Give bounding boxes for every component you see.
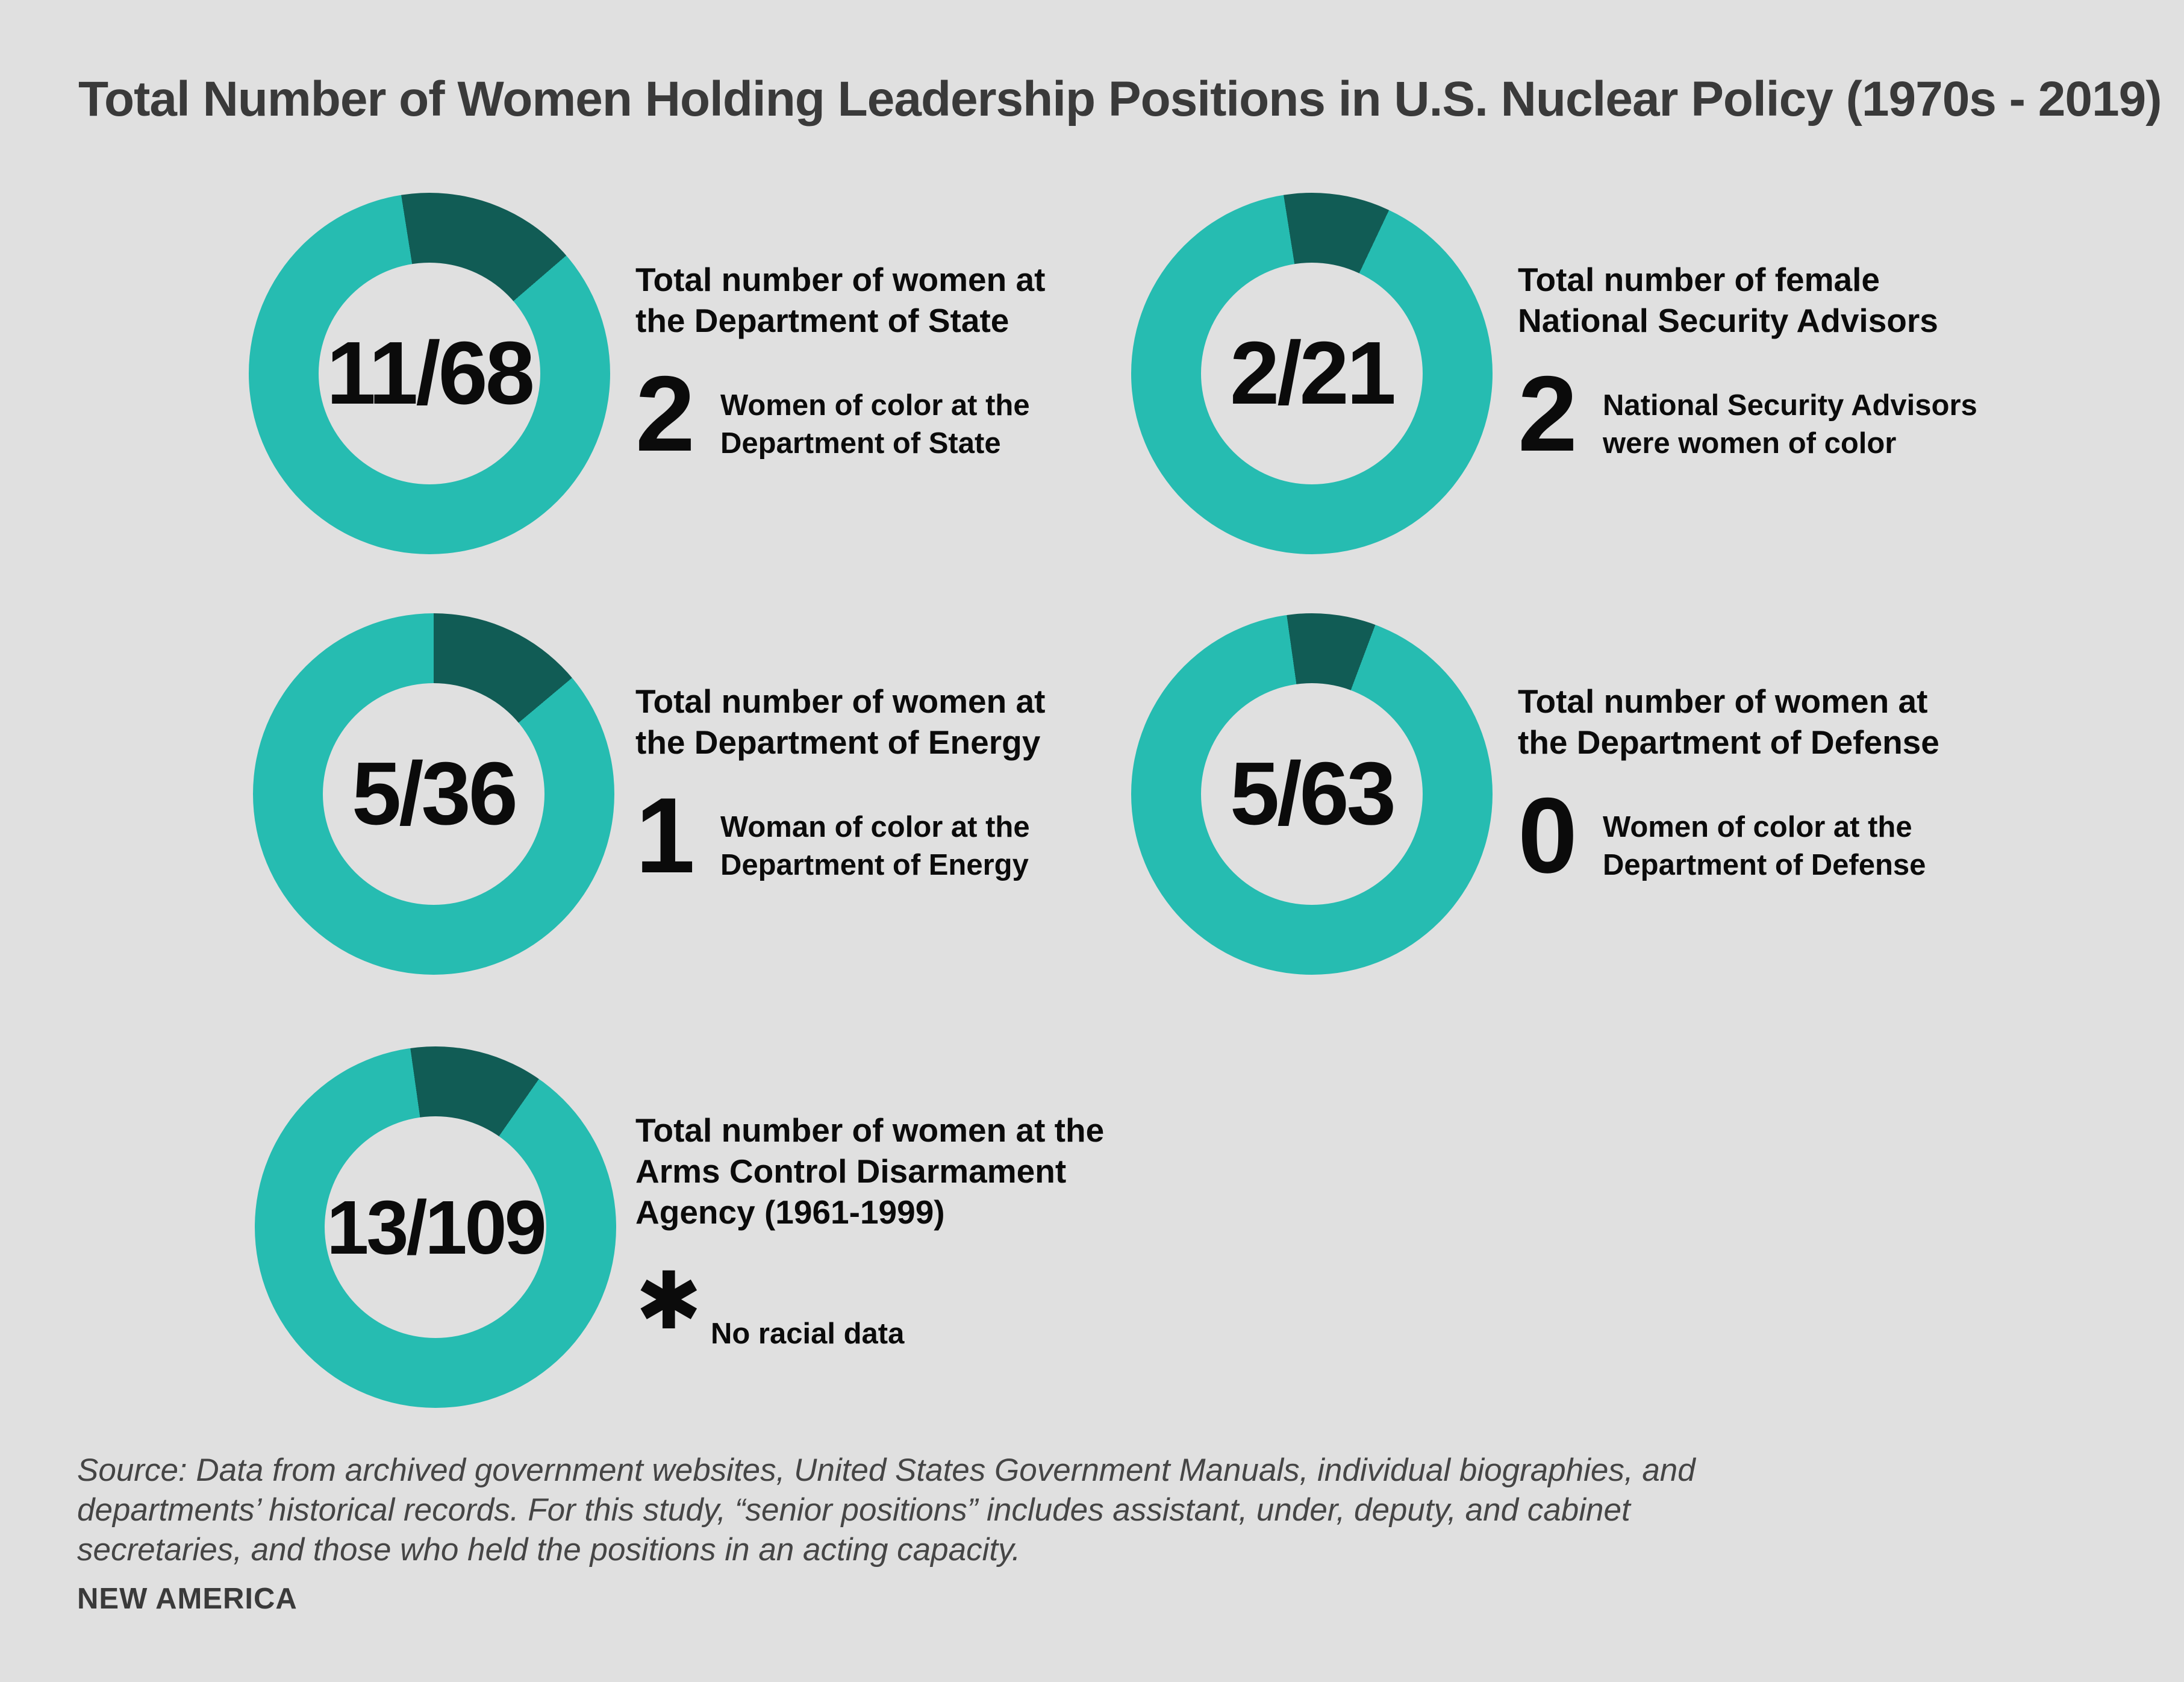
heading-line: Agency (1961-1999) bbox=[635, 1193, 945, 1231]
stat-number: 2 bbox=[1518, 354, 1577, 474]
donut-value-label: 2/21 bbox=[1229, 324, 1396, 423]
donut-hole: 13/109 bbox=[325, 1116, 547, 1338]
heading-line: Total number of female bbox=[1518, 261, 1880, 298]
stat-label: National Security Advisors were women of… bbox=[1603, 387, 1977, 467]
asterisk-icon: ✱ bbox=[635, 1257, 702, 1345]
stat-heading: Total number of women at the Arms Contro… bbox=[635, 1110, 1104, 1233]
stat-label-line: were women of color bbox=[1603, 427, 1897, 460]
stat-heading: Total number of women at the Department … bbox=[635, 259, 1045, 341]
donut-hole: 11/68 bbox=[319, 263, 540, 484]
source-line: departments’ historical records. For thi… bbox=[77, 1492, 1630, 1528]
footnote-row: ✱ No racial data bbox=[635, 1262, 1104, 1418]
stat-label-line: National Security Advisors bbox=[1603, 389, 1977, 422]
donut-chart-department-of-defense: 5/63 bbox=[1131, 613, 1493, 975]
heading-line: Arms Control Disarmament bbox=[635, 1152, 1067, 1190]
stat-number: 2 bbox=[635, 354, 695, 474]
donut-value-label: 13/109 bbox=[326, 1184, 546, 1270]
donut-hole: 5/36 bbox=[323, 683, 544, 905]
stat-label-line: Women of color at the bbox=[720, 389, 1030, 422]
donut-hole: 2/21 bbox=[1201, 263, 1423, 484]
heading-line: Total number of women at bbox=[1518, 683, 1928, 720]
donut-chart-department-of-state: 11/68 bbox=[249, 193, 610, 554]
stat-block-arms-control-disarmament-agency: Total number of women at the Arms Contro… bbox=[635, 1110, 1104, 1418]
stat-block-department-of-defense: Total number of women at the Department … bbox=[1518, 681, 1939, 889]
donut-value-label: 11/68 bbox=[326, 324, 535, 423]
stat-row: 2 National Security Advisors were women … bbox=[1518, 354, 1977, 474]
stat-label: Women of color at the Department of Defe… bbox=[1603, 808, 1926, 889]
stat-number: 0 bbox=[1518, 775, 1577, 895]
stat-label: Woman of color at the Department of Ener… bbox=[720, 808, 1030, 889]
stat-block-department-of-energy: Total number of women at the Department … bbox=[635, 681, 1045, 889]
source-line: secretaries, and those who held the posi… bbox=[77, 1532, 1021, 1568]
page-title: Total Number of Women Holding Leadership… bbox=[78, 72, 2162, 127]
donut-hole: 5/63 bbox=[1201, 683, 1423, 905]
brand-logo-new-america: NEW AMERICA bbox=[77, 1583, 298, 1615]
stat-label-line: Woman of color at the bbox=[720, 811, 1030, 843]
stat-label-line: Department of Energy bbox=[720, 849, 1029, 881]
stat-label-line: Department of State bbox=[720, 427, 1001, 460]
stat-block-department-of-state: Total number of women at the Department … bbox=[635, 259, 1045, 467]
source-note: Source: Data from archived government we… bbox=[77, 1451, 1696, 1570]
stat-heading: Total number of women at the Department … bbox=[635, 681, 1045, 763]
heading-line: Total number of women at bbox=[635, 261, 1046, 298]
donut-chart-department-of-energy: 5/36 bbox=[253, 613, 614, 975]
heading-line: the Department of Defense bbox=[1518, 724, 1939, 761]
stat-label-line: Department of Defense bbox=[1603, 849, 1926, 881]
footnote-label: No racial data bbox=[711, 1318, 905, 1350]
stat-number: 1 bbox=[635, 775, 695, 895]
heading-line: National Security Advisors bbox=[1518, 302, 1938, 339]
stat-row: 0 Women of color at the Department of De… bbox=[1518, 775, 1939, 895]
donut-value-label: 5/63 bbox=[1229, 744, 1396, 843]
donut-chart-national-security-advisors: 2/21 bbox=[1131, 193, 1493, 554]
stat-heading: Total number of female National Security… bbox=[1518, 259, 1977, 341]
stat-label: Women of color at the Department of Stat… bbox=[720, 387, 1030, 467]
stat-label-line: Women of color at the bbox=[1603, 811, 1912, 843]
source-line: Source: Data from archived government we… bbox=[77, 1452, 1696, 1488]
stat-heading: Total number of women at the Department … bbox=[1518, 681, 1939, 763]
heading-line: the Department of Energy bbox=[635, 724, 1041, 761]
stat-row: 2 Women of color at the Department of St… bbox=[635, 354, 1045, 474]
donut-chart-arms-control-disarmament-agency: 13/109 bbox=[255, 1046, 616, 1408]
donut-value-label: 5/36 bbox=[351, 744, 518, 843]
stat-block-national-security-advisors: Total number of female National Security… bbox=[1518, 259, 1977, 467]
stat-row: 1 Woman of color at the Department of En… bbox=[635, 775, 1045, 895]
heading-line: the Department of State bbox=[635, 302, 1009, 339]
heading-line: Total number of women at the bbox=[635, 1111, 1105, 1149]
heading-line: Total number of women at bbox=[635, 683, 1046, 720]
